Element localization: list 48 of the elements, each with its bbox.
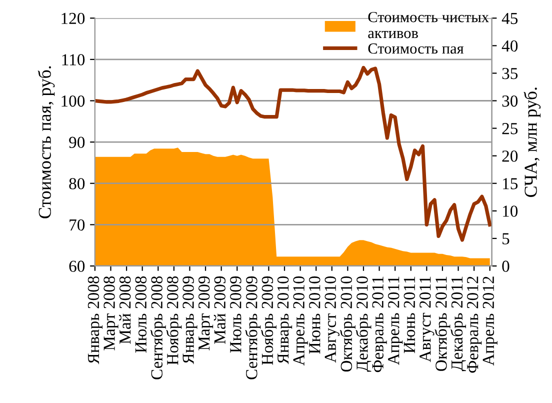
x-tick-label: Октябрь 2010	[340, 276, 356, 372]
x-tick-label: Март 2009	[198, 276, 214, 350]
x-tick-label: Январь 2010	[277, 276, 292, 364]
x-tick-label: Декабрь 2011	[450, 276, 466, 372]
y-tick-label: 110	[62, 54, 85, 66]
x-tick-label: Январь 2009	[182, 276, 198, 364]
y2-tick-label: 40	[502, 40, 518, 52]
x-tick-label: Апрель 2010	[293, 276, 308, 366]
x-tick-label: Ноябрь 2008	[166, 276, 182, 365]
x-tick-label: Сентябрь 2008	[150, 276, 166, 380]
y2-axis-title: СЧА, млн руб.	[524, 88, 541, 197]
y-tick-label: 80	[69, 178, 85, 190]
line-series	[94, 66, 492, 242]
x-tick-label: Май 2008	[119, 276, 131, 344]
x-tick-label: Апрель 2012	[482, 276, 498, 366]
y2-tick-label: 10	[503, 206, 518, 217]
x-tick-label: Сентябрь 2009	[245, 276, 261, 380]
y-tick-label: 70	[70, 219, 85, 231]
y-tick-label: 120	[62, 12, 85, 24]
y2-tick-label: 15	[503, 178, 518, 190]
y2-tick-label: 30	[502, 95, 518, 107]
x-tick-label: Декабрь 2010	[356, 276, 372, 372]
y-axis-title: Стоимость пая, руб.	[38, 66, 55, 218]
x-tick-label: Июнь 2011	[404, 276, 416, 354]
legend-label: Стоимость пая	[368, 43, 464, 54]
y-tick-label: 90	[69, 136, 85, 148]
legend-label: Стоимость чистых активов	[368, 12, 489, 38]
x-tick-label: Февраль 2011	[372, 276, 387, 372]
y-tick-label: 100	[62, 95, 85, 107]
x-tick-label: Февраль 2012	[466, 276, 482, 373]
x-tick-label: Август 2011	[420, 276, 434, 362]
x-tick-label: Март 2008	[104, 276, 118, 350]
y-tick-label: 60	[69, 260, 85, 272]
x-tick-label: Май 2009	[214, 276, 226, 344]
x-tick-label: Август 2010	[324, 276, 340, 363]
x-tick-label: Июль 2008	[135, 276, 147, 353]
y2-tick-label: 20	[502, 150, 518, 162]
y2-tick-label: 45	[502, 12, 518, 24]
y2-tick-label: 0	[502, 260, 510, 272]
x-tick-label: Июнь 2010	[309, 276, 320, 354]
y2-tick-label: 25	[502, 123, 518, 134]
x-tick-label: Ноябрь 2009	[260, 276, 276, 365]
x-tick-label: Октябрь 2011	[434, 276, 450, 371]
x-tick-label: Июль 2009	[230, 276, 242, 353]
y2-tick-label: 5	[502, 233, 510, 244]
x-tick-label: Апрель 2011	[388, 276, 403, 366]
y2-tick-label: 35	[502, 68, 518, 80]
x-tick-label: Январь 2008	[88, 276, 102, 364]
